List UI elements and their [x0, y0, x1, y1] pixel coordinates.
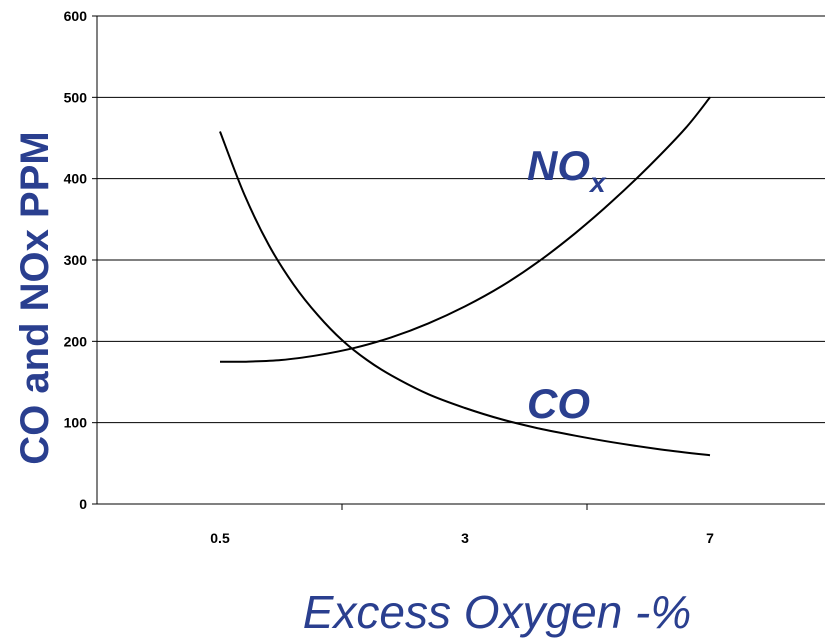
series-label-nox-main: NO	[527, 142, 590, 189]
y-tick-label: 600	[64, 8, 88, 24]
x-ticks: 0.5 3 7	[210, 504, 714, 546]
series-line-nox	[219, 96, 711, 363]
series-lines	[219, 96, 711, 457]
gridlines	[97, 15, 825, 424]
x-tick-label: 7	[706, 530, 714, 546]
series-label-nox: NOx	[527, 142, 607, 198]
y-tick-label: 400	[64, 171, 88, 187]
y-tick-label: 500	[64, 89, 88, 105]
y-tick-label: 100	[64, 415, 88, 431]
series-label-co: CO	[527, 380, 590, 427]
x-tick-label: 0.5	[210, 530, 230, 546]
y-tick-label: 300	[64, 252, 88, 268]
x-axis-title: Excess Oxygen -%	[303, 586, 692, 638]
series-label-nox-sub: x	[588, 167, 607, 198]
y-tick-label: 0	[79, 496, 87, 512]
x-tick-label: 3	[461, 530, 469, 546]
y-tick-label: 200	[64, 333, 88, 349]
y-axis-title: CO and NOx PPM	[13, 131, 57, 464]
series-line-co	[219, 131, 711, 457]
y-ticks: 0 100 200 300 400 500 600	[64, 8, 97, 512]
